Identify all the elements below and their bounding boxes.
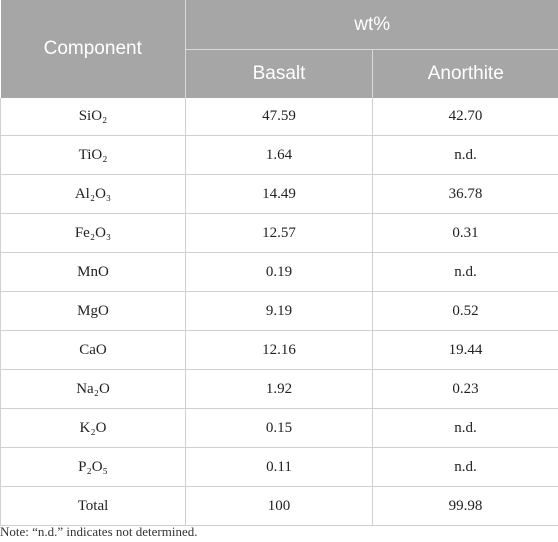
cell-basalt: 12.16 (185, 330, 373, 370)
cell-anorthite: 0.31 (372, 213, 558, 253)
cell-basalt: 1.64 (185, 135, 373, 175)
cell-basalt: 12.57 (185, 213, 373, 253)
composition-table: Component wt% Basalt Anorthite SiO₂ 47.5… (0, 0, 558, 526)
header-anorthite: Anorthite (372, 49, 558, 98)
cell-anorthite: 36.78 (372, 174, 558, 214)
cell-basalt: 0.15 (185, 408, 373, 448)
cell-anorthite: 19.44 (372, 330, 558, 370)
cell-component: Al₂O₃ (0, 174, 186, 214)
table-row: Al₂O₃ 14.49 36.78 (0, 174, 558, 214)
cell-anorthite: 42.70 (372, 98, 558, 136)
cell-basalt: 0.11 (185, 447, 373, 487)
header-wt-percent: wt% (185, 0, 558, 50)
table-row: K₂O 0.15 n.d. (0, 408, 558, 448)
table-row: MnO 0.19 n.d. (0, 252, 558, 292)
table-header: Component wt% Basalt Anorthite (0, 0, 558, 98)
cell-component: P₂O₅ (0, 447, 186, 487)
table-row: SiO₂ 47.59 42.70 (0, 98, 558, 136)
cell-basalt: 1.92 (185, 369, 373, 409)
cell-basalt: 14.49 (185, 174, 373, 214)
table-note: Note: “n.d.” indicates not determined. (0, 524, 198, 539)
cell-component: CaO (0, 330, 186, 370)
cell-anorthite: n.d. (372, 252, 558, 292)
cell-component: Total (0, 486, 186, 526)
table-row: Na₂O 1.92 0.23 (0, 369, 558, 409)
cell-basalt: 0.19 (185, 252, 373, 292)
table-row: Fe₂O₃ 12.57 0.31 (0, 213, 558, 253)
cell-component: Na₂O (0, 369, 186, 409)
cell-anorthite: 0.52 (372, 291, 558, 331)
header-component: Component (0, 0, 186, 98)
header-basalt: Basalt (185, 49, 373, 98)
cell-basalt: 9.19 (185, 291, 373, 331)
table-row-total: Total 100 99.98 (0, 486, 558, 526)
table-row: TiO₂ 1.64 n.d. (0, 135, 558, 175)
table-row: P₂O₅ 0.11 n.d. (0, 447, 558, 487)
cell-anorthite: n.d. (372, 408, 558, 448)
cell-component: MnO (0, 252, 186, 292)
cell-component: MgO (0, 291, 186, 331)
cell-anorthite: 0.23 (372, 369, 558, 409)
cell-basalt: 47.59 (185, 98, 373, 136)
cell-anorthite: n.d. (372, 135, 558, 175)
cell-component: Fe₂O₃ (0, 213, 186, 253)
table-body: SiO₂ 47.59 42.70 TiO₂ 1.64 n.d. Al₂O₃ 14… (0, 98, 558, 526)
cell-anorthite: 99.98 (372, 486, 558, 526)
cell-basalt: 100 (185, 486, 373, 526)
cell-component: TiO₂ (0, 135, 186, 175)
cell-component: K₂O (0, 408, 186, 448)
table-row: CaO 12.16 19.44 (0, 330, 558, 370)
cell-component: SiO₂ (0, 98, 186, 136)
cell-anorthite: n.d. (372, 447, 558, 487)
table-row: MgO 9.19 0.52 (0, 291, 558, 331)
